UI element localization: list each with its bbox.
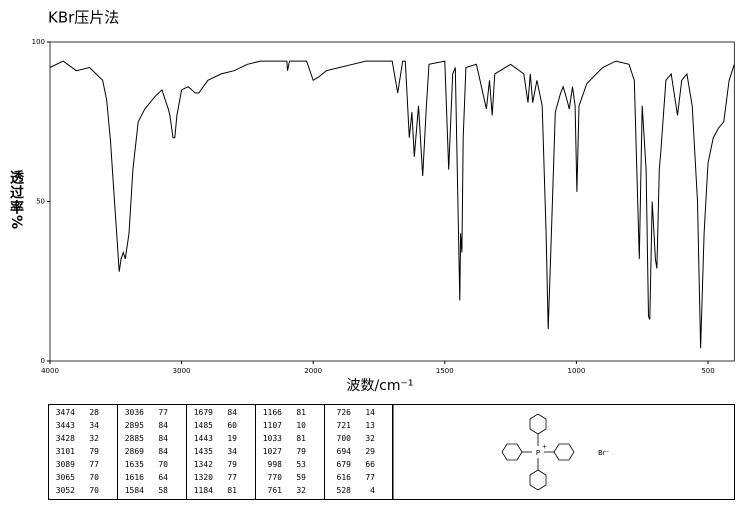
wavenumber-cell: 1616 — [124, 473, 144, 482]
column-divider — [255, 405, 256, 499]
wavenumber-cell: 1320 — [193, 473, 213, 482]
wavenumber-cell: 998 — [267, 460, 282, 469]
wavenumber-cell: 528 — [336, 486, 351, 495]
x-axis-label: 波数/cm⁻¹ — [346, 378, 413, 394]
transmittance-cell: 19 — [227, 434, 237, 443]
wavenumber-cell: 1584 — [124, 486, 144, 495]
x-tick-label: 3000 — [173, 367, 191, 375]
y-tick-label: 100 — [32, 38, 45, 46]
plot-frame — [49, 41, 735, 362]
wavenumber-cell: 1166 — [262, 408, 282, 417]
wavenumber-cell: 3101 — [55, 447, 75, 456]
transmittance-cell: 77 — [227, 473, 237, 482]
wavenumber-cell: 679 — [336, 460, 351, 469]
wavenumber-cell: 3036 — [124, 408, 144, 417]
wavenumber-cell: 616 — [336, 473, 351, 482]
column-divider — [117, 405, 118, 499]
y-tick-label: 0 — [41, 357, 45, 365]
wavenumber-cell: 1342 — [193, 460, 213, 469]
transmittance-cell: 70 — [158, 460, 168, 469]
transmittance-cell: 77 — [158, 408, 168, 417]
center-atom: P — [536, 449, 540, 457]
wavenumber-cell: 726 — [336, 408, 351, 417]
column-divider — [186, 405, 187, 499]
transmittance-cell: 79 — [89, 447, 99, 456]
molecule — [501, 413, 575, 491]
y-tick-label: 50 — [36, 198, 45, 206]
x-tick-label: 2000 — [304, 367, 322, 375]
wavenumber-cell: 1635 — [124, 460, 144, 469]
wavenumber-cell: 3443 — [55, 421, 75, 430]
column-divider — [324, 405, 325, 499]
transmittance-cell: 10 — [296, 421, 306, 430]
wavenumber-cell: 1184 — [193, 486, 213, 495]
wavenumber-cell: 761 — [267, 486, 282, 495]
transmittance-cell: 64 — [158, 473, 168, 482]
spectrum-line — [49, 60, 735, 349]
wavenumber-cell: 694 — [336, 447, 351, 456]
wavenumber-cell: 1027 — [262, 447, 282, 456]
wavenumber-cell: 3474 — [55, 408, 75, 417]
x-tick-label: 500 — [701, 367, 714, 375]
wavenumber-cell: 1033 — [262, 434, 282, 443]
transmittance-cell: 13 — [365, 421, 375, 430]
wavenumber-cell: 1107 — [262, 421, 282, 430]
transmittance-cell: 84 — [158, 447, 168, 456]
transmittance-cell: 14 — [365, 408, 375, 417]
transmittance-cell: 70 — [89, 473, 99, 482]
x-tick-label: 4000 — [41, 367, 59, 375]
transmittance-cell: 34 — [227, 447, 237, 456]
charge: + — [542, 444, 547, 451]
structure-frame — [393, 404, 735, 500]
transmittance-cell: 60 — [227, 421, 237, 430]
transmittance-cell: 79 — [227, 460, 237, 469]
counter-ion: Br⁻ — [598, 449, 610, 457]
wavenumber-cell: 2895 — [124, 421, 144, 430]
wavenumber-cell: 721 — [336, 421, 351, 430]
transmittance-cell: 79 — [296, 447, 306, 456]
wavenumber-cell: 1443 — [193, 434, 213, 443]
peak-table: 3474 28 3443 34 3428 32 3101 79 3089 77 3065 70 3052… — [48, 404, 393, 500]
transmittance-cell: 32 — [296, 486, 306, 495]
transmittance-cell: 77 — [89, 460, 99, 469]
wavenumber-cell: 2869 — [124, 447, 144, 456]
transmittance-cell: 28 — [89, 408, 99, 417]
wavenumber-cell: 3089 — [55, 460, 75, 469]
wavenumber-cell: 2885 — [124, 434, 144, 443]
x-tick-label: 1000 — [567, 367, 585, 375]
wavenumber-cell: 3065 — [55, 473, 75, 482]
transmittance-cell: 70 — [89, 486, 99, 495]
chart: KBr压片法 波数/cm⁻¹ 4000 3000 2000 1500 1000 500 0 5… — [32, 9, 735, 394]
wavenumber-cell: 1435 — [193, 447, 213, 456]
wavenumber-cell: 1679 — [193, 408, 213, 417]
transmittance-cell: 29 — [365, 447, 375, 456]
transmittance-cell: 34 — [89, 421, 99, 430]
x-tick-label: 1500 — [436, 367, 454, 375]
transmittance-cell: 59 — [296, 473, 306, 482]
transmittance-cell: 81 — [227, 486, 237, 495]
transmittance-cell: 81 — [296, 408, 306, 417]
transmittance-cell: 66 — [365, 460, 375, 469]
transmittance-cell: 81 — [296, 434, 306, 443]
transmittance-cell: 77 — [365, 473, 375, 482]
wavenumber-cell: 1485 — [193, 421, 213, 430]
transmittance-cell: 4 — [370, 486, 375, 495]
chart-title: KBr压片法 — [48, 9, 119, 27]
transmittance-cell: 84 — [227, 408, 237, 417]
wavenumber-cell: 3052 — [55, 486, 75, 495]
wavenumber-cell: 700 — [336, 434, 351, 443]
wavenumber-cell: 770 — [267, 473, 282, 482]
transmittance-cell: 32 — [89, 434, 99, 443]
wavenumber-cell: 3428 — [55, 434, 75, 443]
structure: P + Br⁻ — [393, 404, 735, 500]
transmittance-cell: 32 — [365, 434, 375, 443]
transmittance-cell: 84 — [158, 421, 168, 430]
y-axis-label: 透过率% — [8, 170, 24, 231]
transmittance-cell: 53 — [296, 460, 306, 469]
transmittance-cell: 84 — [158, 434, 168, 443]
transmittance-cell: 58 — [158, 486, 168, 495]
